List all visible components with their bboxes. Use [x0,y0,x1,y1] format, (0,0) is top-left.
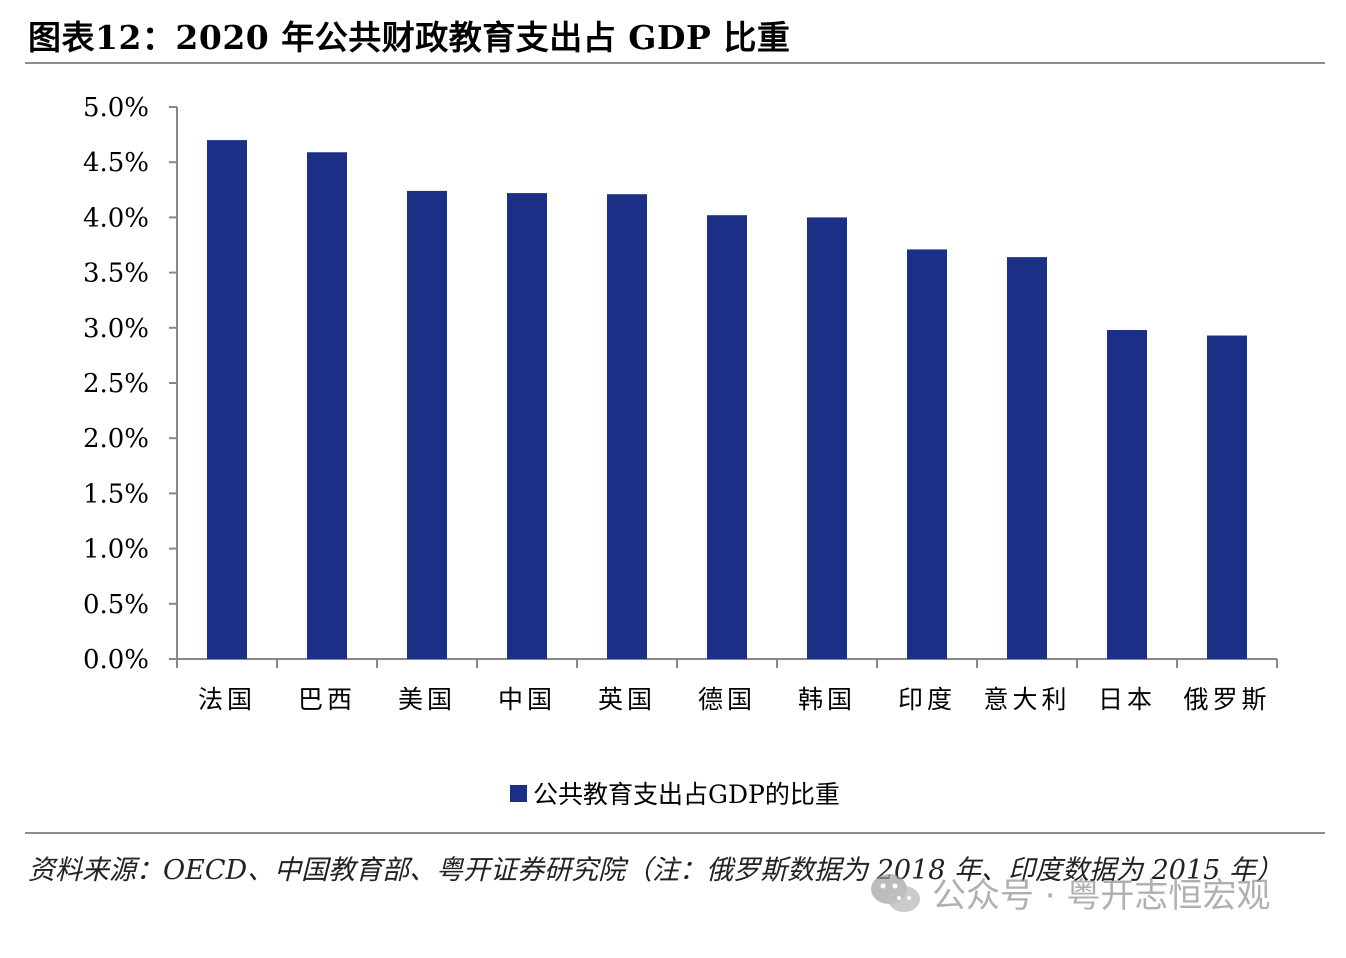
legend-label: 公共教育支出占GDP的比重 [533,780,840,809]
x-tick-label: 日本 [1098,685,1156,714]
wechat-icon [871,873,920,912]
x-tick-label: 中国 [498,685,556,714]
bar [1007,257,1047,659]
chart-title: 图表12：2020 年公共财政教育支出占 GDP 比重 [28,18,791,57]
source-note: 资料来源：OECD、中国教育部、粤开证券研究院（注：俄罗斯数据为 2018 年、… [28,855,1283,886]
chart-legend: 公共教育支出占GDP的比重 [510,775,840,811]
y-tick-label: 3.5% [83,259,149,289]
y-tick-label: 2.5% [83,369,149,399]
y-tick-label: 0.0% [83,645,149,675]
bar [807,217,847,659]
x-tick-label: 俄罗斯 [1183,685,1270,714]
bar [207,140,247,659]
bar [907,249,947,659]
x-tick-label: 德国 [698,685,756,714]
bar [407,190,447,660]
watermark-text: 公众号 · 粤开志恒宏观 [932,876,1271,916]
y-tick-label: 1.5% [83,479,149,509]
bar-chart: 0.0% 0.5% 1.0% 1.5% 2.0% 2.5% 3.0% 3.5% 4.0% 4.5%… [83,93,1278,714]
x-tick-label: 韩国 [798,685,856,714]
bar [307,152,347,659]
bar [1107,330,1147,659]
bar [707,215,747,659]
x-tick-label: 法国 [198,685,256,714]
y-tick-label: 5.0% [83,93,149,123]
x-tick-label: 印度 [898,685,956,714]
bar [507,193,547,659]
y-tick-label: 4.0% [83,203,149,233]
x-tick-label: 巴西 [298,685,356,714]
x-tick-label: 意大利 [983,685,1070,714]
y-tick-label: 0.5% [83,590,149,620]
x-tick-label: 英国 [598,685,656,714]
x-tick-label: 美国 [398,685,456,714]
source-divider [25,832,1325,834]
bar [607,194,647,659]
y-tick-label: 2.0% [83,424,149,454]
y-tick-label: 1.0% [83,535,149,565]
y-tick-label: 3.0% [83,314,149,344]
bar [1207,335,1247,659]
watermark: 公众号 · 粤开志恒宏观 [868,868,1270,917]
title-divider [25,62,1325,64]
y-tick-label: 4.5% [83,148,149,178]
legend-swatch [510,784,527,802]
